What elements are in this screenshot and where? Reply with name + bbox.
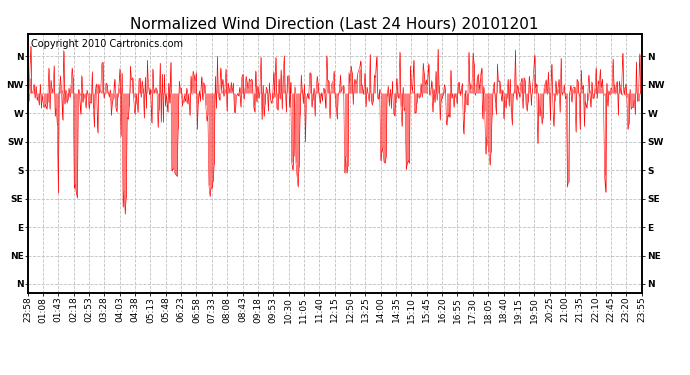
Text: Copyright 2010 Cartronics.com: Copyright 2010 Cartronics.com (30, 39, 183, 49)
Title: Normalized Wind Direction (Last 24 Hours) 20101201: Normalized Wind Direction (Last 24 Hours… (130, 16, 539, 31)
